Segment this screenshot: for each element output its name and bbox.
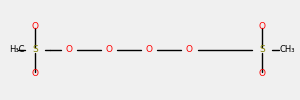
- Text: O: O: [146, 46, 152, 54]
- Text: S: S: [32, 46, 38, 54]
- Text: O: O: [65, 46, 72, 54]
- Text: H₃C: H₃C: [9, 46, 25, 54]
- Text: CH₃: CH₃: [280, 46, 295, 54]
- Text: O: O: [32, 22, 38, 31]
- Text: O: O: [105, 46, 112, 54]
- Text: O: O: [258, 69, 265, 78]
- Text: S: S: [259, 46, 265, 54]
- Text: O: O: [32, 69, 38, 78]
- Text: O: O: [186, 46, 193, 54]
- Text: O: O: [258, 22, 265, 31]
